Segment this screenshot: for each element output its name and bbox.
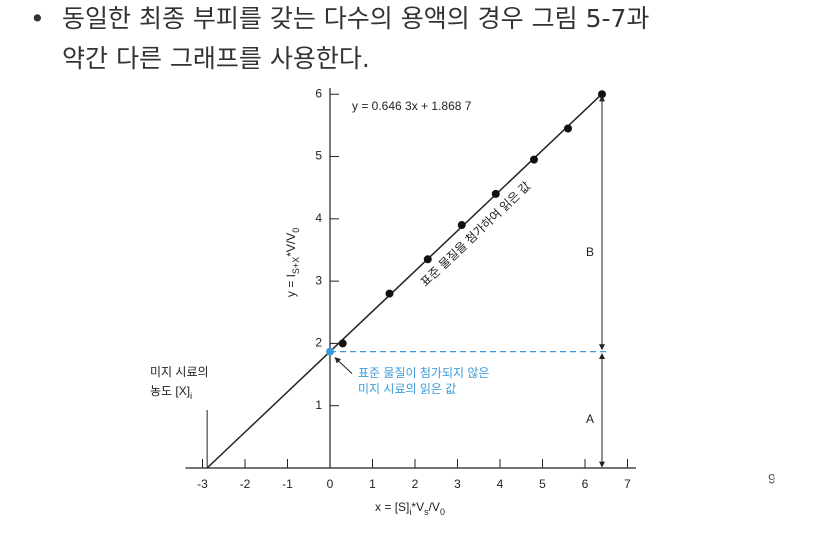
x-axis-label-part: x = [S] [375, 500, 409, 514]
x-intercept-label: 미지 시료의 [150, 365, 209, 379]
x-tick-label: -1 [282, 477, 293, 491]
y-tick-label: 3 [315, 273, 322, 287]
x-intercept-label-part: i [190, 391, 192, 401]
y-axis-label-part: S+X [291, 257, 301, 274]
y-axis-label-part: *V/V [284, 233, 298, 257]
x-tick-label: 1 [369, 477, 376, 491]
data-point [423, 255, 432, 264]
bullet-text: 동일한 최종 부피를 갖는 다수의 용액의 경우 그림 5-7과 [62, 4, 649, 33]
y-tick-label: 2 [315, 336, 322, 350]
bullet-dot: • [30, 4, 45, 33]
x-tick-label: 4 [497, 477, 504, 491]
y-axis-label-part: y = I [284, 274, 298, 297]
x-tick-label: 6 [582, 477, 589, 491]
equation: y = 0.646 3x + 1.868 7 [352, 99, 472, 113]
bullet-text: 약간 다른 그래프를 사용한다. [62, 44, 370, 73]
x-intercept-label: 농도 [X]i [150, 384, 192, 401]
data-point [530, 155, 538, 164]
x-axis-label-part: *V [411, 500, 424, 514]
y-axis-label-part: 0 [291, 228, 301, 233]
data-point [338, 339, 347, 348]
data-point [491, 189, 500, 198]
intercept-label: 표준 물질이 첨가되지 않은 [358, 366, 489, 380]
data-point [385, 289, 394, 298]
x-tick-label: 5 [539, 477, 546, 491]
y-axis-label: y = IS+X*V/V0 [284, 228, 301, 297]
data-point [457, 221, 466, 230]
intercept-point [326, 347, 334, 356]
x-axis-label-part: 0 [440, 507, 445, 517]
x-tick-label: 7 [624, 477, 631, 491]
intercept-arrow [334, 357, 353, 374]
x-axis-label-part: i [409, 507, 411, 517]
x-axis-label-part: /V [429, 500, 440, 514]
page-fade [774, 466, 790, 492]
segment-label: A [586, 412, 594, 426]
x-tick-label: 2 [412, 477, 419, 491]
fit-line [206, 93, 603, 469]
y-tick-label: 5 [315, 149, 322, 163]
x-tick-label: 3 [454, 477, 461, 491]
line-label: 표준 물질을 첨가하여 읽은 값 [418, 179, 533, 289]
x-tick-label: -3 [197, 477, 208, 491]
x-axis-label: x = [S]i*Vs/V0 [375, 500, 445, 517]
y-tick-label: 1 [315, 398, 322, 412]
x-tick-label: 0 [327, 477, 334, 491]
data-point [564, 124, 572, 133]
x-tick-label: -2 [240, 477, 251, 491]
y-tick-label: 6 [315, 86, 322, 100]
x-axis-label-part: s [424, 507, 429, 517]
x-intercept-label-part: 농도 [X] [150, 384, 190, 398]
intercept-label: 미지 시료의 읽은 값 [358, 382, 456, 396]
segment-label: B [586, 245, 594, 259]
y-tick-label: 4 [315, 211, 322, 225]
page-number: 9 [768, 471, 776, 487]
